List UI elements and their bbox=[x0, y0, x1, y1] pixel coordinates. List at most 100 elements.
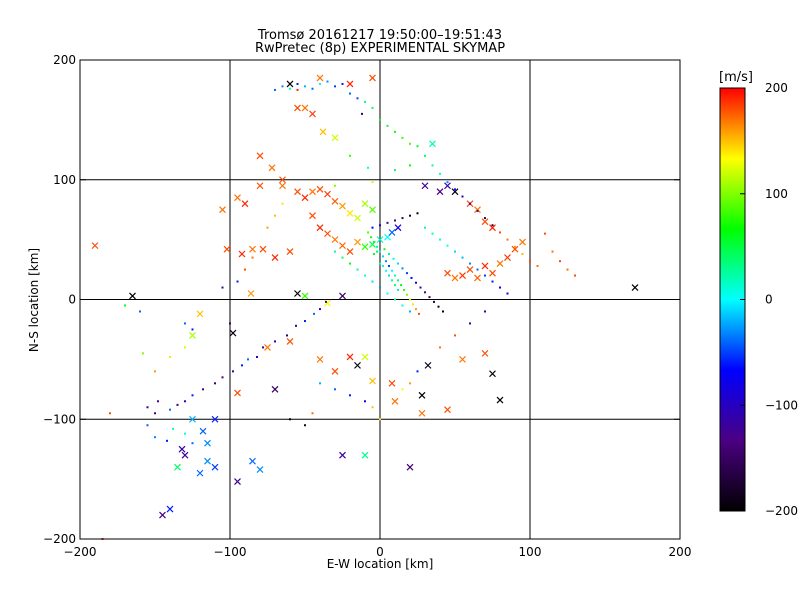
dot-marker bbox=[191, 394, 194, 397]
dot-marker bbox=[394, 219, 396, 222]
dot-marker bbox=[326, 80, 329, 83]
colorbar-tick-label: −200 bbox=[765, 504, 798, 518]
dot-marker bbox=[247, 358, 249, 361]
cross-marker bbox=[331, 197, 339, 205]
dot-marker bbox=[281, 202, 284, 205]
colorbar-ticks: 200 100 0 −100 −200 bbox=[740, 81, 798, 518]
dot-marker bbox=[379, 224, 381, 227]
x-tick-label: −200 bbox=[64, 545, 97, 559]
dot-marker bbox=[454, 188, 456, 191]
dot-marker bbox=[514, 245, 516, 248]
dot-marker bbox=[371, 406, 374, 409]
dot-marker bbox=[476, 268, 479, 271]
dot-marker bbox=[349, 262, 351, 265]
dot-marker bbox=[392, 257, 395, 260]
cross-marker bbox=[91, 242, 99, 250]
dot-marker bbox=[412, 303, 414, 306]
colorbar-tick-label: 100 bbox=[765, 187, 788, 201]
dot-marker bbox=[382, 255, 384, 258]
dot-marker bbox=[419, 286, 422, 289]
dot-marker bbox=[385, 269, 387, 272]
dot-marker bbox=[184, 400, 186, 403]
dot-marker bbox=[428, 296, 431, 299]
dot-marker bbox=[382, 264, 384, 267]
dot-marker bbox=[566, 268, 569, 271]
dot-marker bbox=[446, 181, 449, 184]
dot-marker bbox=[311, 87, 314, 90]
cross-marker bbox=[481, 349, 489, 357]
cross-marker bbox=[309, 212, 316, 220]
dot-marker bbox=[221, 286, 224, 289]
dot-marker bbox=[406, 272, 408, 275]
cross-marker bbox=[211, 415, 219, 423]
dot-marker bbox=[401, 304, 404, 307]
dot-marker bbox=[484, 274, 486, 277]
dot-marker bbox=[401, 267, 404, 270]
cross-marker bbox=[238, 250, 246, 258]
dot-marker bbox=[281, 85, 284, 88]
cross-marker bbox=[369, 74, 376, 82]
dot-marker bbox=[364, 400, 366, 403]
cross-marker bbox=[429, 140, 436, 148]
cross-marker bbox=[361, 243, 369, 251]
cross-marker bbox=[631, 284, 639, 291]
dot-marker bbox=[304, 85, 306, 88]
dot-marker bbox=[386, 124, 389, 127]
cross-marker bbox=[189, 332, 196, 339]
dot-marker bbox=[244, 268, 246, 271]
cross-marker bbox=[234, 194, 241, 202]
dot-marker bbox=[139, 310, 141, 313]
dot-marker bbox=[356, 97, 359, 100]
cross-marker bbox=[346, 209, 354, 217]
cross-marker bbox=[249, 457, 256, 465]
cross-marker bbox=[301, 292, 309, 300]
dot-marker bbox=[394, 274, 396, 277]
dot-marker bbox=[491, 224, 494, 227]
dot-marker bbox=[454, 334, 456, 337]
dot-marker bbox=[256, 355, 258, 358]
cross-marker bbox=[234, 478, 241, 485]
cross-marker bbox=[354, 361, 361, 369]
cross-marker bbox=[279, 182, 286, 190]
cross-marker bbox=[481, 218, 489, 226]
y-tick-label: 0 bbox=[68, 293, 76, 307]
y-tick-label: −200 bbox=[43, 532, 76, 546]
dot-marker bbox=[289, 418, 291, 421]
dot-marker bbox=[397, 288, 399, 291]
dot-marker bbox=[409, 382, 411, 385]
dot-marker bbox=[274, 214, 276, 217]
dot-marker bbox=[521, 252, 524, 255]
cross-marker bbox=[466, 266, 474, 273]
x-axis-ticks: −200 −100 0 100 200 bbox=[64, 60, 691, 559]
dot-marker bbox=[424, 291, 426, 294]
dot-marker bbox=[401, 388, 404, 391]
dot-marker bbox=[376, 250, 378, 253]
dot-marker bbox=[379, 286, 381, 289]
dot-marker bbox=[397, 279, 399, 282]
cross-marker bbox=[451, 188, 459, 196]
dot-marker bbox=[484, 310, 486, 313]
cross-marker bbox=[189, 415, 196, 423]
cross-marker bbox=[324, 230, 331, 238]
cross-marker bbox=[511, 245, 519, 253]
dot-marker bbox=[295, 324, 297, 327]
dot-marker bbox=[439, 346, 441, 349]
cross-marker bbox=[481, 262, 489, 270]
dot-marker bbox=[469, 322, 471, 325]
colorbar-tick-label: 0 bbox=[765, 293, 773, 307]
cross-marker bbox=[339, 451, 346, 459]
cross-marker bbox=[324, 190, 331, 198]
dot-marker bbox=[142, 352, 144, 355]
dot-marker bbox=[409, 298, 411, 301]
y-axis-ticks: 200 100 0 −100 −200 bbox=[43, 53, 680, 546]
dot-marker bbox=[559, 260, 561, 263]
colorbar-label: [m/s] bbox=[719, 70, 753, 85]
dot-marker bbox=[364, 100, 366, 103]
dot-marker bbox=[379, 250, 381, 253]
cross-marker bbox=[294, 290, 301, 297]
dot-marker bbox=[236, 280, 239, 283]
dot-marker bbox=[410, 276, 413, 279]
dot-marker bbox=[349, 154, 351, 157]
